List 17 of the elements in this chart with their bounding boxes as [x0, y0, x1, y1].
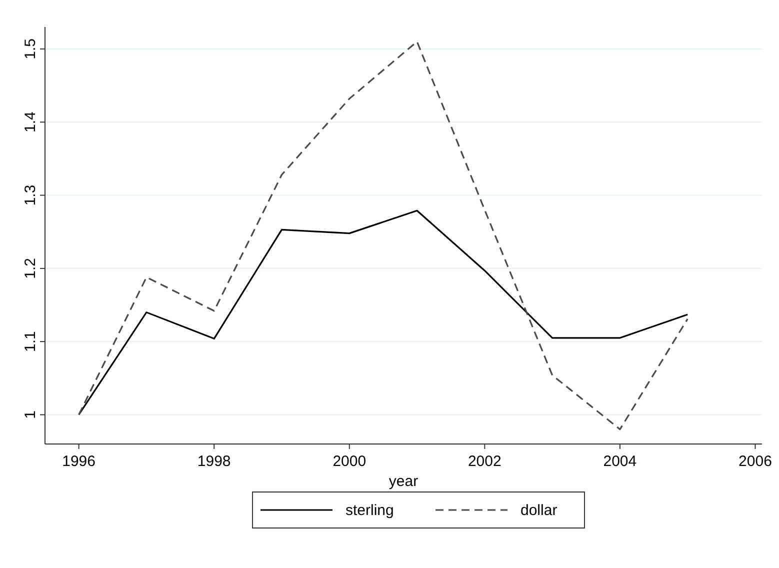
y-tick-label: 1.2 — [22, 258, 39, 279]
x-tick-label: 2000 — [332, 453, 366, 470]
line-series — [78, 210, 688, 416]
x-tick-label: 1998 — [197, 453, 231, 470]
y-tick-label: 1.1 — [22, 331, 39, 352]
x-axis-title: year — [388, 473, 418, 490]
legend-label: dollar — [520, 502, 558, 519]
x-tick-label: 2004 — [603, 453, 637, 470]
y-tick-label: 1.5 — [22, 38, 39, 60]
line-series — [78, 40, 688, 430]
legend-label: sterling — [346, 502, 394, 519]
y-tick-label: 1.4 — [22, 112, 39, 133]
y-tick-label: 1 — [22, 410, 39, 419]
x-tick-label: 1996 — [62, 453, 96, 470]
y-tick-label: 1.3 — [22, 184, 39, 206]
x-tick-label: 2006 — [738, 453, 772, 470]
x-tick-label: 2002 — [468, 453, 502, 470]
